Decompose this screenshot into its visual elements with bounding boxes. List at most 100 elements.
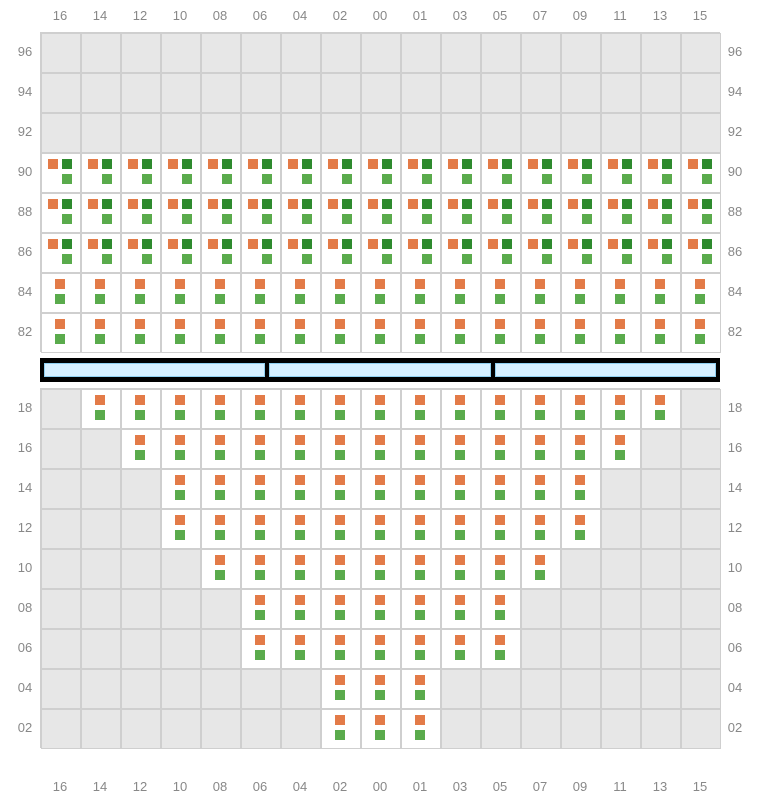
seat-cell[interactable] bbox=[81, 233, 121, 273]
seat-cell[interactable] bbox=[561, 153, 601, 193]
seat-cell[interactable] bbox=[401, 389, 441, 429]
seat-cell[interactable] bbox=[121, 193, 161, 233]
seat-cell[interactable] bbox=[81, 153, 121, 193]
seat-cell[interactable] bbox=[481, 469, 521, 509]
seat-cell[interactable] bbox=[481, 389, 521, 429]
seat-cell[interactable] bbox=[321, 389, 361, 429]
seat-cell[interactable] bbox=[241, 549, 281, 589]
seat-cell[interactable] bbox=[361, 469, 401, 509]
seat-cell[interactable] bbox=[41, 313, 81, 353]
seat-cell[interactable] bbox=[681, 193, 721, 233]
seat-cell[interactable] bbox=[241, 589, 281, 629]
seat-cell[interactable] bbox=[361, 313, 401, 353]
seat-cell[interactable] bbox=[441, 273, 481, 313]
seat-cell[interactable] bbox=[201, 549, 241, 589]
seat-cell[interactable] bbox=[121, 389, 161, 429]
seat-cell[interactable] bbox=[681, 273, 721, 313]
seat-cell[interactable] bbox=[361, 629, 401, 669]
seat-cell[interactable] bbox=[121, 233, 161, 273]
seat-cell[interactable] bbox=[121, 153, 161, 193]
seat-cell[interactable] bbox=[401, 669, 441, 709]
seat-cell[interactable] bbox=[41, 193, 81, 233]
seat-cell[interactable] bbox=[401, 629, 441, 669]
seat-cell[interactable] bbox=[481, 273, 521, 313]
seat-cell[interactable] bbox=[281, 589, 321, 629]
seat-cell[interactable] bbox=[321, 509, 361, 549]
seat-cell[interactable] bbox=[201, 193, 241, 233]
seat-cell[interactable] bbox=[81, 273, 121, 313]
seat-cell[interactable] bbox=[641, 153, 681, 193]
seat-cell[interactable] bbox=[281, 389, 321, 429]
seat-cell[interactable] bbox=[321, 153, 361, 193]
seat-cell[interactable] bbox=[401, 429, 441, 469]
seat-cell[interactable] bbox=[481, 509, 521, 549]
seat-cell[interactable] bbox=[201, 509, 241, 549]
seat-cell[interactable] bbox=[641, 389, 681, 429]
seat-cell[interactable] bbox=[281, 509, 321, 549]
seat-cell[interactable] bbox=[361, 193, 401, 233]
seat-cell[interactable] bbox=[321, 193, 361, 233]
seat-cell[interactable] bbox=[321, 313, 361, 353]
seat-cell[interactable] bbox=[241, 313, 281, 353]
seat-cell[interactable] bbox=[521, 313, 561, 353]
seat-cell[interactable] bbox=[201, 389, 241, 429]
seat-cell[interactable] bbox=[441, 469, 481, 509]
seat-cell[interactable] bbox=[321, 589, 361, 629]
seat-cell[interactable] bbox=[241, 233, 281, 273]
seat-cell[interactable] bbox=[481, 629, 521, 669]
seat-cell[interactable] bbox=[361, 709, 401, 749]
seat-cell[interactable] bbox=[321, 233, 361, 273]
seat-cell[interactable] bbox=[561, 313, 601, 353]
seat-cell[interactable] bbox=[241, 273, 281, 313]
seat-cell[interactable] bbox=[521, 153, 561, 193]
seat-cell[interactable] bbox=[281, 469, 321, 509]
seat-cell[interactable] bbox=[81, 389, 121, 429]
seat-cell[interactable] bbox=[161, 233, 201, 273]
seat-cell[interactable] bbox=[241, 193, 281, 233]
seat-cell[interactable] bbox=[161, 313, 201, 353]
seat-cell[interactable] bbox=[521, 549, 561, 589]
seat-cell[interactable] bbox=[401, 509, 441, 549]
seat-cell[interactable] bbox=[601, 273, 641, 313]
seat-cell[interactable] bbox=[601, 429, 641, 469]
seat-cell[interactable] bbox=[161, 193, 201, 233]
seat-cell[interactable] bbox=[241, 509, 281, 549]
seat-cell[interactable] bbox=[281, 153, 321, 193]
seat-cell[interactable] bbox=[281, 629, 321, 669]
seat-cell[interactable] bbox=[281, 429, 321, 469]
seat-cell[interactable] bbox=[561, 273, 601, 313]
seat-cell[interactable] bbox=[681, 153, 721, 193]
seat-cell[interactable] bbox=[161, 429, 201, 469]
seat-cell[interactable] bbox=[561, 233, 601, 273]
seat-cell[interactable] bbox=[401, 469, 441, 509]
seat-cell[interactable] bbox=[401, 313, 441, 353]
seat-cell[interactable] bbox=[481, 589, 521, 629]
seat-cell[interactable] bbox=[441, 429, 481, 469]
seat-cell[interactable] bbox=[441, 233, 481, 273]
seat-cell[interactable] bbox=[481, 233, 521, 273]
seat-cell[interactable] bbox=[281, 549, 321, 589]
seat-cell[interactable] bbox=[521, 193, 561, 233]
seat-cell[interactable] bbox=[561, 389, 601, 429]
seat-cell[interactable] bbox=[401, 549, 441, 589]
seat-cell[interactable] bbox=[201, 273, 241, 313]
seat-cell[interactable] bbox=[481, 153, 521, 193]
seat-cell[interactable] bbox=[321, 629, 361, 669]
seat-cell[interactable] bbox=[361, 273, 401, 313]
seat-cell[interactable] bbox=[561, 509, 601, 549]
seat-cell[interactable] bbox=[321, 669, 361, 709]
seat-cell[interactable] bbox=[201, 153, 241, 193]
seat-cell[interactable] bbox=[601, 389, 641, 429]
seat-cell[interactable] bbox=[121, 313, 161, 353]
seat-cell[interactable] bbox=[281, 313, 321, 353]
seat-cell[interactable] bbox=[401, 589, 441, 629]
seat-cell[interactable] bbox=[241, 389, 281, 429]
seat-cell[interactable] bbox=[441, 389, 481, 429]
seat-cell[interactable] bbox=[361, 669, 401, 709]
seat-cell[interactable] bbox=[41, 233, 81, 273]
seat-cell[interactable] bbox=[361, 233, 401, 273]
seat-cell[interactable] bbox=[441, 509, 481, 549]
seat-cell[interactable] bbox=[201, 233, 241, 273]
seat-cell[interactable] bbox=[401, 193, 441, 233]
seat-cell[interactable] bbox=[441, 549, 481, 589]
